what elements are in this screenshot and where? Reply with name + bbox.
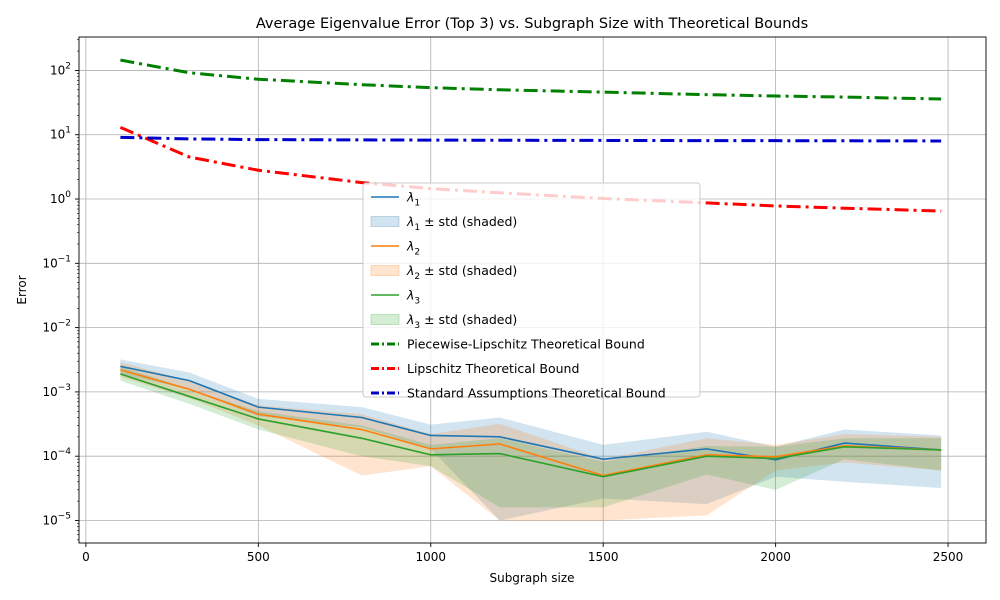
legend-suffix: ± std (shaded) (420, 214, 517, 229)
legend-label: Lipschitz Theoretical Bound (407, 361, 579, 376)
legend-box (362, 182, 701, 398)
plot-frame (78, 36, 987, 544)
legend-subscript: 2 (414, 272, 420, 282)
legend-suffix: ± std (shaded) (420, 263, 517, 278)
legend-subscript: 2 (414, 248, 420, 258)
legend-bound-name: Standard Assumptions Theoretical Bound (407, 386, 666, 401)
std-band-λ3 (120, 366, 942, 508)
y-tick-label: 10−1 (42, 254, 71, 270)
legend-swatch-band (370, 216, 400, 227)
y-tick-exponent: 1 (65, 126, 71, 136)
y-axis-label: Error (15, 275, 29, 304)
y-tick-label: 102 (50, 61, 71, 77)
y-tick-exponent: −4 (58, 447, 72, 457)
legend-bound-name: Lipschitz Theoretical Bound (407, 361, 579, 376)
y-tick-exponent: −3 (58, 383, 71, 393)
legend-label: Piecewise-Lipschitz Theoretical Bound (407, 337, 645, 352)
std-band-λ2 (120, 362, 942, 521)
y-tick-label: 10−5 (42, 511, 71, 527)
bound-line-2 (120, 135, 942, 143)
x-tick-label: 2000 (760, 550, 791, 564)
legend-label: λ1 (406, 190, 420, 209)
y-tick-exponent: 2 (65, 61, 71, 71)
bound-line-0 (120, 58, 942, 101)
y-tick-label: 10−4 (42, 447, 71, 463)
legend-label: λ3 (406, 288, 420, 307)
y-tick-exponent: −5 (58, 511, 71, 521)
y-tick-exponent: 0 (65, 190, 71, 200)
legend-subscript: 3 (414, 321, 420, 331)
legend-label: λ2 (406, 239, 420, 258)
x-tick-label: 1500 (588, 550, 619, 564)
legend-lambda: λ (406, 288, 414, 303)
x-tick-label: 0 (82, 550, 90, 564)
y-tick-label: 10−3 (42, 383, 71, 399)
legend-label: λ1 ± std (shaded) (406, 214, 517, 233)
legend-bound-name: Piecewise-Lipschitz Theoretical Bound (407, 337, 645, 352)
legend-lambda: λ (406, 312, 414, 327)
std-band-λ1 (120, 359, 942, 521)
y-tick-base: 10 (50, 63, 65, 77)
y-tick-exponent: −1 (58, 254, 71, 264)
legend-swatch-band (370, 314, 400, 325)
legend-lambda: λ (406, 263, 414, 278)
axis-ticks: 0 500 1000 1500 2000 250010210110010−110−210−… (42, 39, 964, 564)
x-tick-label: 500 (247, 550, 270, 564)
y-tick-label: 10−2 (42, 319, 71, 335)
legend-subscript: 3 (414, 297, 420, 307)
legend-lambda: λ (406, 214, 414, 229)
x-tick-label: 2500 (933, 550, 964, 564)
y-tick-base: 10 (50, 192, 65, 206)
legend-label: λ3 ± std (shaded) (406, 312, 517, 331)
legend-subscript: 1 (414, 199, 420, 209)
std-bands (120, 359, 942, 521)
y-tick-base: 10 (50, 128, 65, 142)
legend-label: λ2 ± std (shaded) (406, 263, 517, 282)
series-line-λ2 (120, 369, 942, 477)
legend-label: Standard Assumptions Theoretical Bound (407, 386, 666, 401)
legend-subscript: 1 (414, 223, 420, 233)
y-tick-base: 10 (42, 321, 57, 335)
y-tick-base: 10 (42, 385, 57, 399)
legend-lambda: λ (406, 190, 414, 205)
y-tick-label: 100 (50, 190, 71, 206)
y-tick-base: 10 (42, 449, 57, 463)
chart-title: Average Eigenvalue Error (Top 3) vs. Sub… (256, 16, 808, 32)
y-tick-base: 10 (42, 256, 57, 270)
legend-swatch-band (370, 265, 400, 276)
series-line-λ3 (120, 373, 942, 478)
x-axis-label: Subgraph size (489, 571, 574, 585)
legend-suffix: ± std (shaded) (420, 312, 517, 327)
legend-lambda: λ (406, 239, 414, 254)
y-tick-base: 10 (42, 513, 57, 527)
y-tick-exponent: −2 (58, 319, 71, 329)
x-tick-label: 1000 (415, 550, 446, 564)
y-tick-label: 101 (50, 126, 71, 142)
